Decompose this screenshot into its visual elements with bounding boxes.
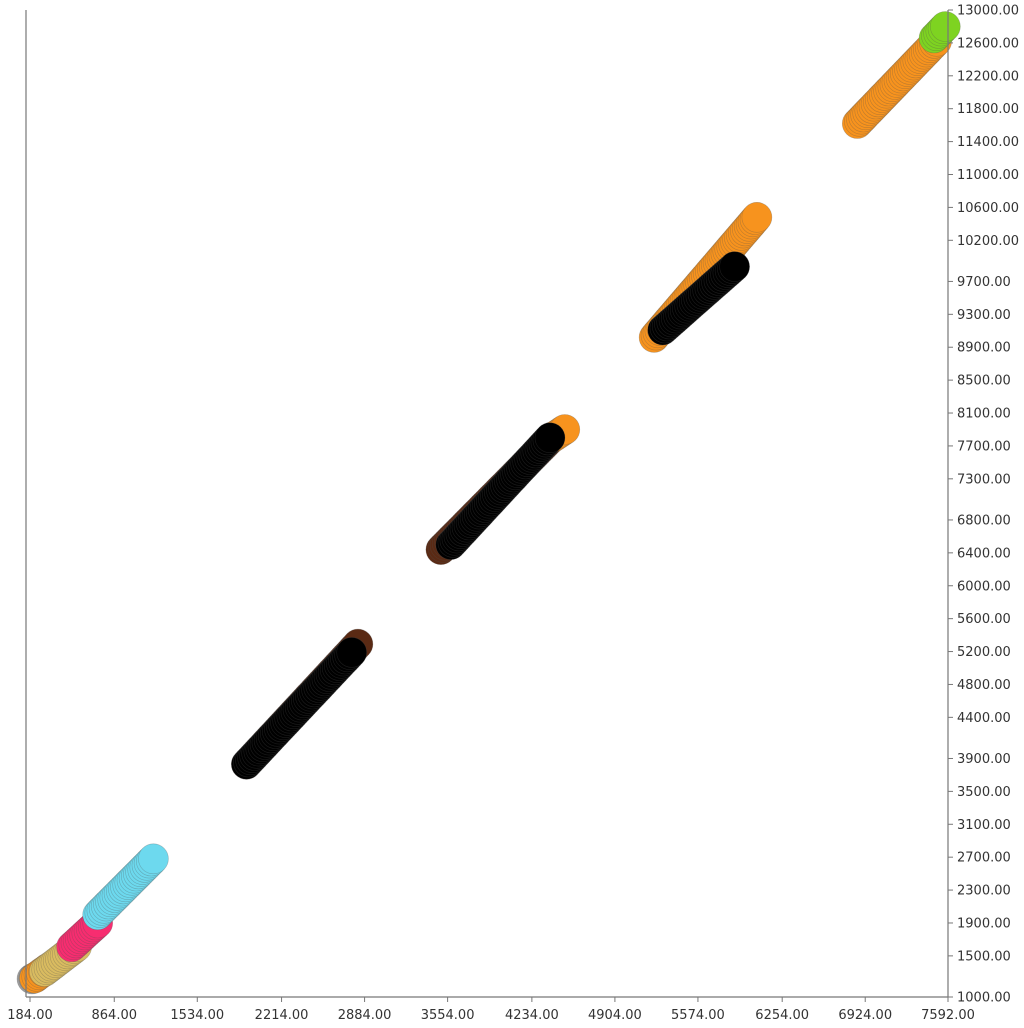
y-tick-label: 10200.00: [957, 234, 1019, 249]
y-tick-label: 1500.00: [957, 949, 1011, 964]
data-point: [534, 422, 566, 454]
y-tick-label: 11400.00: [957, 135, 1019, 150]
y-tick-label: 2700.00: [957, 851, 1011, 866]
y-tick-label: 3100.00: [957, 818, 1011, 833]
y-tick-label: 6800.00: [957, 513, 1011, 528]
y-tick-label: 11000.00: [957, 168, 1019, 183]
y-tick-label: 5600.00: [957, 612, 1011, 627]
y-tick-label: 12600.00: [957, 36, 1019, 51]
data-point: [719, 251, 750, 282]
x-tick-label: 3554.00: [421, 1008, 475, 1023]
x-tick-label: 5574.00: [671, 1008, 725, 1023]
data-point: [929, 11, 961, 42]
y-tick-label: 10600.00: [957, 201, 1019, 216]
y-tick-label: 1000.00: [957, 991, 1011, 1006]
y-axis: 1000.00 1500.00 1900.00 2300.00 2700.00 3100.…: [948, 4, 1019, 1006]
data-point: [741, 202, 773, 233]
y-tick-label: 11800.00: [957, 102, 1019, 117]
y-tick-label: 8100.00: [957, 407, 1011, 422]
y-tick-label: 8900.00: [957, 341, 1011, 356]
y-tick-label: 7700.00: [957, 439, 1011, 454]
data-point: [336, 637, 368, 668]
y-tick-label: 3900.00: [957, 752, 1011, 767]
x-tick-label: 864.00: [92, 1008, 138, 1023]
x-tick-label: 7592.00: [921, 1008, 975, 1023]
y-tick-label: 2300.00: [957, 884, 1011, 899]
series-14: [918, 11, 961, 54]
x-tick-label: 4904.00: [588, 1008, 642, 1023]
y-tick-label: 5200.00: [957, 645, 1011, 660]
y-tick-label: 4800.00: [957, 678, 1011, 693]
x-tick-label: 2884.00: [338, 1008, 392, 1023]
x-tick-label: 2214.00: [255, 1008, 309, 1023]
y-tick-label: 9700.00: [957, 275, 1011, 290]
series-10: [435, 422, 566, 560]
y-tick-label: 12200.00: [957, 69, 1019, 84]
x-tick-label: 6924.00: [838, 1008, 892, 1023]
x-tick-label: 6254.00: [755, 1008, 809, 1023]
y-tick-label: 9300.00: [957, 308, 1011, 323]
x-tick-label: 4234.00: [505, 1008, 559, 1023]
series-5: [82, 843, 169, 931]
y-tick-label: 4400.00: [957, 711, 1011, 726]
series-7: [231, 637, 368, 780]
y-tick-label: 6000.00: [957, 579, 1011, 594]
data-point: [138, 843, 169, 875]
series-12: [647, 251, 750, 346]
x-tick-label: 184.00: [7, 1008, 53, 1023]
y-tick-label: 3500.00: [957, 785, 1011, 800]
y-tick-label: 7300.00: [957, 472, 1011, 487]
plot-area: [16, 11, 961, 995]
x-axis: 184.00 864.00 1534.00 2214.00 2884.00 3554.00…: [7, 997, 975, 1023]
y-tick-label: 1900.00: [957, 916, 1011, 931]
y-tick-label: 6400.00: [957, 546, 1011, 561]
x-tick-label: 1534.00: [170, 1008, 224, 1023]
y-tick-label: 8500.00: [957, 374, 1011, 389]
y-tick-label: 13000.00: [957, 4, 1019, 19]
